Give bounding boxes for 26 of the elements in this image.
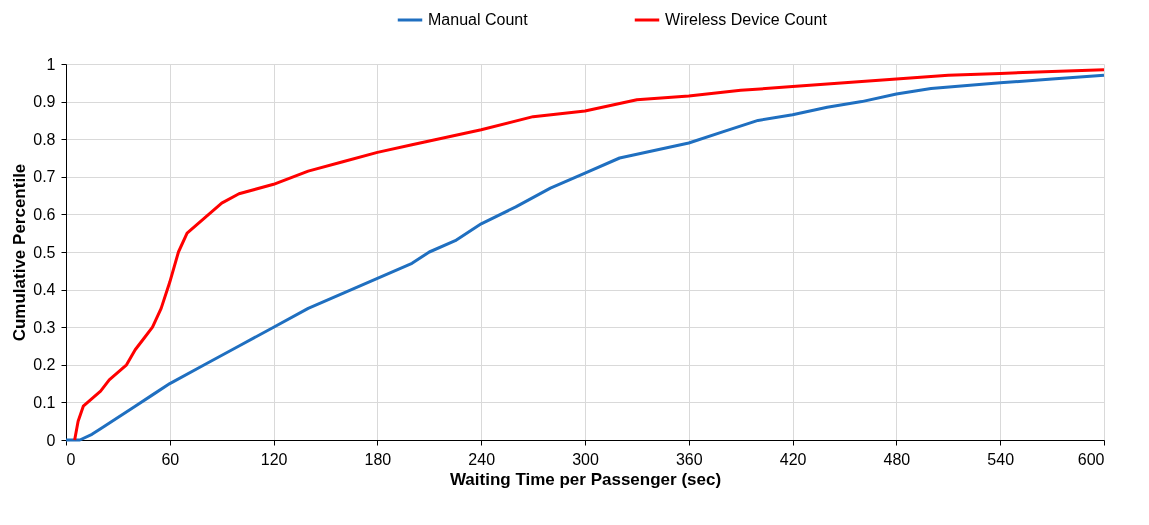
y-tick-label: 0 [46, 431, 56, 449]
y-tick-label: 0.1 [33, 393, 56, 411]
y-axis-title: Cumulative Percentile [10, 163, 30, 342]
x-tick-label: 360 [675, 450, 703, 468]
x-tick-label: 60 [161, 450, 180, 468]
y-tick-label: 0.2 [33, 356, 56, 374]
x-tick-label: 600 [1077, 450, 1105, 468]
x-tick-label: 240 [468, 450, 496, 468]
x-tick-label: 0 [66, 450, 76, 468]
y-tick-label: 0.8 [33, 130, 56, 148]
x-tick-label: 300 [572, 450, 599, 468]
x-tick-label: 420 [779, 450, 807, 468]
x-axis-title: Waiting Time per Passenger (sec) [449, 469, 722, 489]
y-tick-label: 0.6 [33, 205, 56, 223]
y-tick-label: 0.5 [33, 243, 56, 261]
y-tick-label: 0.9 [33, 93, 56, 111]
legend-label: Manual Count [428, 11, 529, 28]
y-tick-label: 0.7 [33, 168, 56, 186]
y-tick-label: 0.3 [33, 318, 56, 336]
legend-label: Wireless Device Count [665, 11, 828, 28]
y-tick-label: 1 [46, 55, 56, 73]
x-tick-label: 120 [260, 450, 288, 468]
x-tick-label: 480 [883, 450, 911, 468]
y-tick-label: 0.4 [33, 281, 56, 299]
x-tick-label: 540 [987, 450, 1015, 468]
x-tick-label: 180 [364, 450, 392, 468]
